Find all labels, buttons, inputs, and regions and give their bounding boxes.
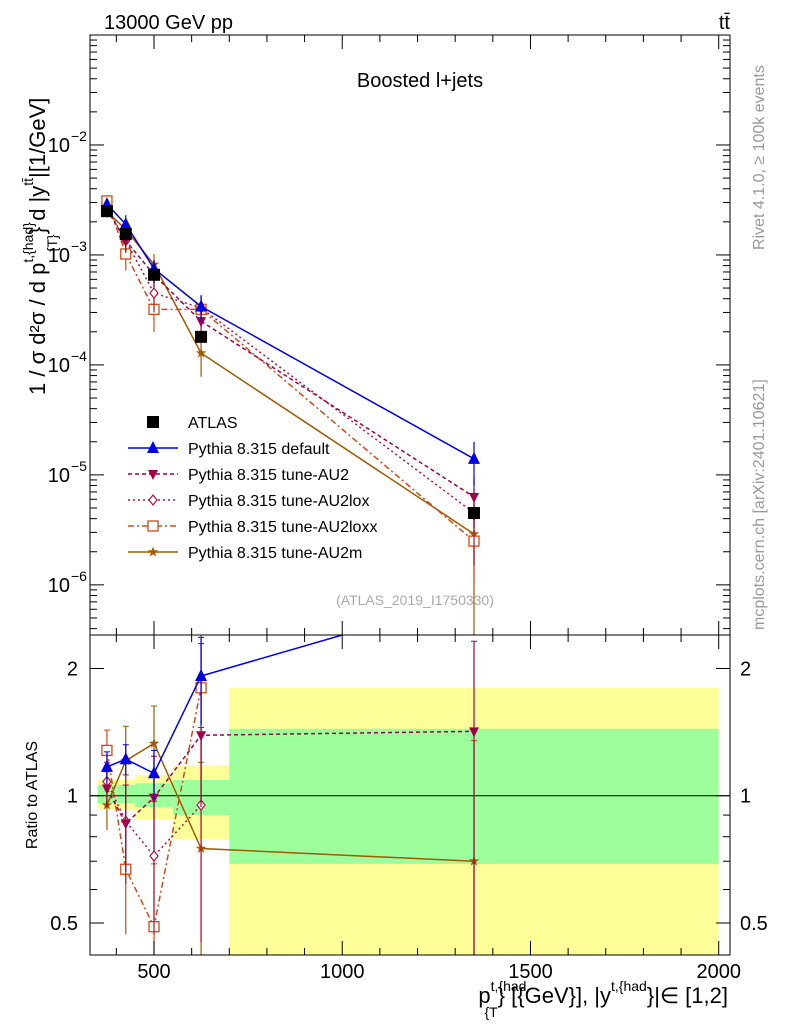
ratio-plot-frame — [89, 634, 731, 956]
ylabel-tail-sup: tt̄ — [20, 178, 36, 186]
ylabel-unit: |[1/GeV] — [25, 98, 50, 178]
ratio-point-tune-AU2 — [469, 727, 479, 738]
data-point-ATLAS — [119, 228, 132, 241]
watermark-label: (ATLAS_2019_I1750330) — [336, 592, 494, 608]
y-tick-label: 10 — [48, 355, 70, 377]
ylabel-main: 1 / σ d²σ / d p — [25, 263, 50, 395]
ratio-point-tune-AU2lox — [149, 850, 159, 863]
legend-marker-tune-AU2lox — [148, 494, 158, 506]
ratio-y-tick-label-right: 1 — [740, 786, 751, 808]
legend-marker-default — [147, 441, 159, 453]
xlabel-sup2: t,{had — [611, 978, 647, 994]
xlabel-main: p — [478, 983, 490, 1008]
legend-label-tune-AU2: Pythia 8.315 tune-AU2 — [188, 467, 349, 484]
x-tick-label: 2000 — [696, 961, 741, 983]
ylabel-tail: } d |y — [25, 186, 50, 235]
data-point-default — [468, 451, 480, 464]
y-tick-label: 10 — [48, 575, 70, 597]
ratio-point-default — [100, 759, 113, 772]
legend-label-tune-AU2m: Pythia 8.315 tune-AU2m — [188, 545, 362, 562]
x-axis-label: pt,{had {T} [{GeV}], |yt,{had}|∈ [1,2] — [478, 978, 728, 1020]
legend-label-default: Pythia 8.315 default — [188, 441, 330, 458]
x-axis: 500 1000 1500 2000 — [115, 635, 741, 983]
data-point-tune-AU2 — [469, 492, 479, 503]
ratio-y-axis-label: Ratio to ATLAS — [24, 741, 41, 849]
y-tick-exponent: −3 — [71, 238, 87, 254]
data-point-ATLAS — [148, 268, 160, 281]
series-line-default — [106, 203, 475, 460]
legend: ATLAS Pythia 8.315 default Pythia 8.315 tu… — [128, 415, 377, 562]
y-tick-exponent: −6 — [71, 568, 87, 584]
ratio-y-tick-label-right: 0.5 — [740, 913, 768, 935]
legend-marker-tune-AU2 — [148, 470, 158, 480]
data-point-default — [119, 217, 132, 230]
ratio-uncertainty-bands — [97, 687, 719, 955]
main-y-axis: 10−610−510−410−310−2 — [48, 34, 730, 635]
data-point-tune-AU2 — [196, 317, 207, 328]
ratio-y-tick-label-right: 2 — [740, 658, 751, 680]
xlabel-mid: } [{GeV}], |y — [498, 983, 611, 1008]
data-point-default — [195, 299, 208, 312]
x-tick-label: 1000 — [320, 961, 365, 983]
data-point-ATLAS — [468, 507, 480, 520]
y-tick-label: 10 — [48, 245, 70, 267]
y-tick-label: 10 — [48, 135, 70, 157]
legend-label-tune-AU2loxx: Pythia 8.315 tune-AU2loxx — [188, 519, 377, 536]
ratio-y-tick-label: 0.5 — [50, 913, 78, 935]
mcplots-label: mcplots.cern.ch [arXiv:2401.10621] — [751, 379, 768, 630]
legend-marker-tune-AU2m — [147, 546, 159, 557]
xlabel-tail: }|∈ [1,2] — [647, 983, 728, 1008]
process-label: tt̄ — [719, 12, 731, 34]
data-point-tune-AU2m — [195, 347, 207, 358]
main-plot-frame — [89, 34, 731, 636]
rivet-label: Rivet 4.1.0, ≥ 100k events — [751, 65, 768, 250]
ratio-data-marks — [100, 634, 480, 955]
main-panel: Boosted l+jets (ATLAS_2019_I1750330) 10−… — [20, 34, 731, 636]
legend-label-ATLAS: ATLAS — [188, 415, 238, 432]
chart-title: Boosted l+jets — [357, 70, 483, 92]
energy-label: 13000 GeV pp — [104, 12, 233, 34]
legend-marker-tune-AU2loxx — [147, 520, 159, 532]
y-tick-exponent: −4 — [71, 348, 87, 364]
ratio-y-tick-label: 2 — [67, 658, 78, 680]
ylabel-sup: t,{had} — [20, 222, 36, 263]
legend-marker-ATLAS — [147, 416, 159, 428]
series-line-tune-AU2loxx — [106, 200, 475, 542]
ratio-point-default — [119, 752, 132, 765]
ylabel-sub: {T} — [44, 234, 60, 252]
data-point-ATLAS — [195, 330, 208, 343]
data-point-tune-AU2lox — [149, 287, 159, 300]
y-tick-exponent: −5 — [71, 458, 87, 474]
ratio-y-axis: 0.5 0.5 1 1 2 2 — [50, 658, 768, 935]
legend-label-tune-AU2lox: Pythia 8.315 tune-AU2lox — [188, 493, 369, 510]
y-tick-label: 10 — [48, 465, 70, 487]
x-tick-label: 1500 — [508, 961, 553, 983]
ratio-line-tune-AU2loxx — [106, 687, 202, 930]
xlabel-sub: {T — [484, 1004, 498, 1020]
xlabel-sup: t,{had — [491, 978, 527, 994]
ratio-line-tune-AU2lox — [106, 781, 202, 858]
ratio-point-tune-AU2 — [120, 819, 131, 830]
ratio-point-default — [195, 668, 208, 681]
series-line-tune-AU2m — [106, 210, 475, 535]
main-y-axis-label: 1 / σ d²σ / d pt,{had} {T}} d |ytt̄|[1/Ge… — [20, 98, 60, 395]
x-tick-label: 500 — [137, 961, 170, 983]
ratio-point-tune-AU2m — [148, 737, 160, 748]
ratio-panel: 0.5 0.5 1 1 2 2 500 1000 1500 2000 Ratio to ATLA… — [24, 634, 768, 1020]
ratio-point-tune-AU2 — [101, 784, 112, 795]
ratio-point-tune-AU2 — [196, 731, 207, 742]
ratio-point-default — [148, 766, 160, 779]
ratio-y-tick-label: 1 — [67, 786, 78, 808]
y-tick-exponent: −2 — [71, 128, 87, 144]
data-point-ATLAS — [100, 205, 113, 218]
main-data-marks — [100, 195, 480, 635]
svg-text:1 / σ d²σ / d pt,{had}{T}} d |: 1 / σ d²σ / d pt,{had} {T}} d |ytt̄|[1/Ge… — [20, 98, 60, 395]
